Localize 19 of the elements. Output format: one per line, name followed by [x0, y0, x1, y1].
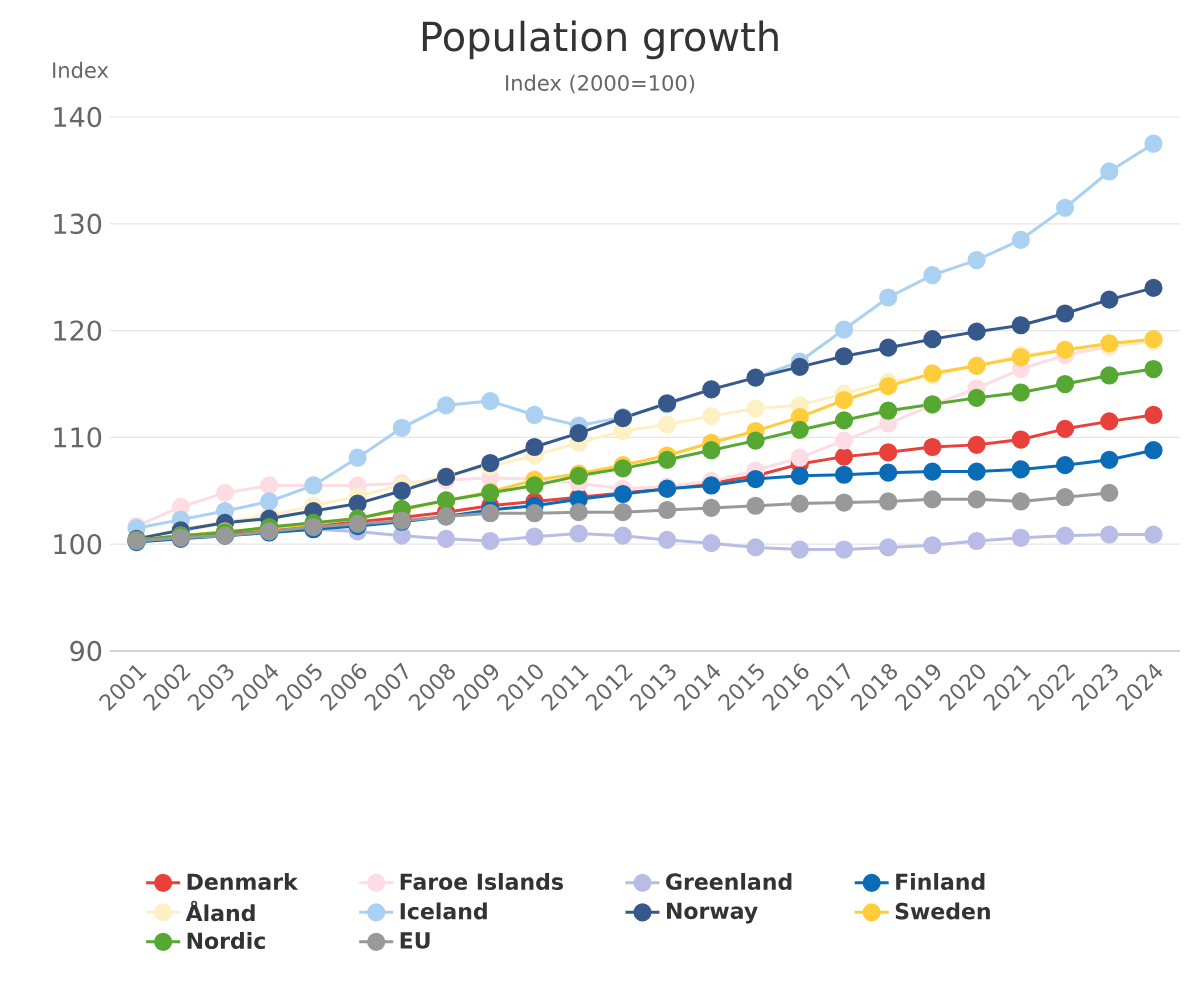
- legend-label: EU: [400, 932, 430, 949]
- y-axis-title: Index: [53, 61, 109, 79]
- chart-subtitle: Index (2000=100): [506, 74, 695, 94]
- y-tick-label: 90: [70, 640, 102, 662]
- legend-label: Nordic: [187, 932, 265, 950]
- legend-label: Sweden: [895, 902, 990, 920]
- y-tick-label: 100: [54, 533, 102, 555]
- y-tick-label: 130: [54, 213, 102, 234]
- y-tick-label: 120: [54, 320, 102, 341]
- chart-title: Population growth: [422, 20, 778, 60]
- legend-label: Faroe Islands: [400, 872, 563, 890]
- legend-label: Norway: [667, 902, 758, 924]
- legend-label: Greenland: [666, 872, 792, 890]
- legend-label: Finland: [896, 872, 985, 890]
- y-tick-label: 140: [54, 106, 102, 128]
- legend-label: Iceland: [400, 902, 487, 920]
- legend-label: Denmark: [187, 872, 299, 890]
- legend-label: Åland: [185, 900, 255, 922]
- y-tick-label: 110: [54, 427, 102, 448]
